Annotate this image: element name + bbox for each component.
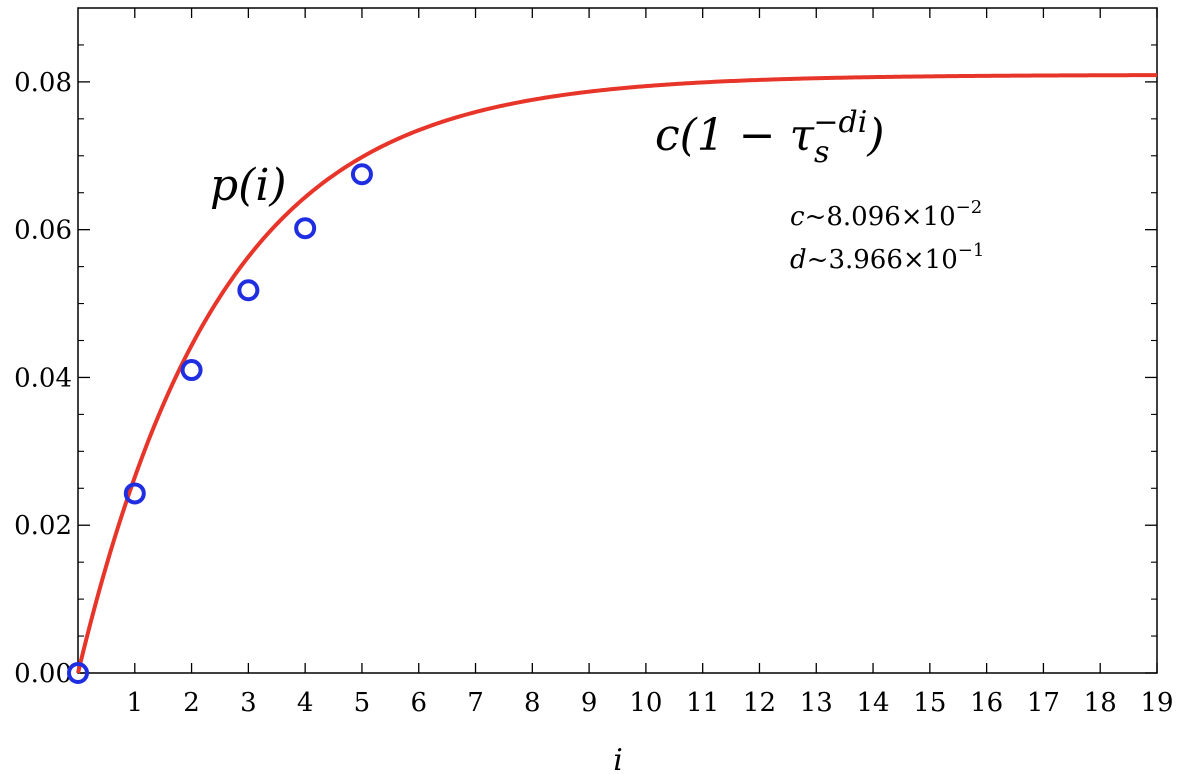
x-tick-label: 11 [686, 688, 719, 718]
x-tick-label: 5 [354, 688, 371, 718]
x-tick-label: 19 [1140, 688, 1173, 718]
x-tick-label: 9 [581, 688, 598, 718]
param-c-name: c [790, 202, 805, 232]
x-tick-label: 18 [1084, 688, 1117, 718]
param-d-name: d [790, 245, 807, 275]
y-tick-label: 0.06 [14, 216, 72, 246]
data-point [350, 163, 373, 186]
x-tick-label: 13 [800, 688, 833, 718]
data-point [123, 482, 146, 505]
x-tick-label: 6 [410, 688, 427, 718]
data-point [237, 279, 260, 302]
x-tick-label: 15 [913, 688, 946, 718]
plot-frame [77, 7, 1158, 674]
param-c-value: ~8.096×10 [805, 202, 956, 232]
fit-formula-suffix: ) [866, 110, 884, 161]
fit-formula-subscript: s [814, 135, 829, 170]
data-point [294, 217, 317, 240]
param-d-exponent: −1 [958, 240, 985, 261]
x-tick-label: 12 [743, 688, 776, 718]
x-tick-label: 7 [467, 688, 484, 718]
param-c-label: c~8.096×10−2 [790, 197, 982, 232]
x-tick-label: 10 [629, 688, 662, 718]
x-tick-label: 3 [240, 688, 257, 718]
x-tick-label: 1 [127, 688, 144, 718]
fit-formula-superscript: −di [813, 105, 867, 140]
fit-formula-label: c(1 − τs−di) [655, 105, 885, 170]
data-point [180, 359, 203, 382]
x-tick-label: 8 [524, 688, 541, 718]
y-tick-label: 0.08 [14, 68, 72, 98]
param-d-value: ~3.966×10 [807, 245, 958, 275]
y-tick-label: 0.00 [14, 659, 72, 689]
x-tick-label: 17 [1027, 688, 1060, 718]
y-tick-label: 0.02 [14, 511, 72, 541]
fit-formula-prefix: c(1 − τ [655, 110, 815, 161]
x-tick-label: 16 [970, 688, 1003, 718]
data-point [67, 662, 89, 684]
param-c-exponent: −2 [956, 197, 983, 218]
series-label-p: p(i) [210, 160, 287, 211]
y-tick-label: 0.04 [14, 363, 72, 393]
param-d-label: d~3.966×10−1 [790, 240, 984, 275]
fit-curve-line [76, 73, 1158, 674]
x-axis-label: i [613, 743, 623, 774]
x-tick-label: 14 [857, 688, 890, 718]
x-tick-label: 4 [297, 688, 314, 718]
x-tick-label: 2 [183, 688, 200, 718]
